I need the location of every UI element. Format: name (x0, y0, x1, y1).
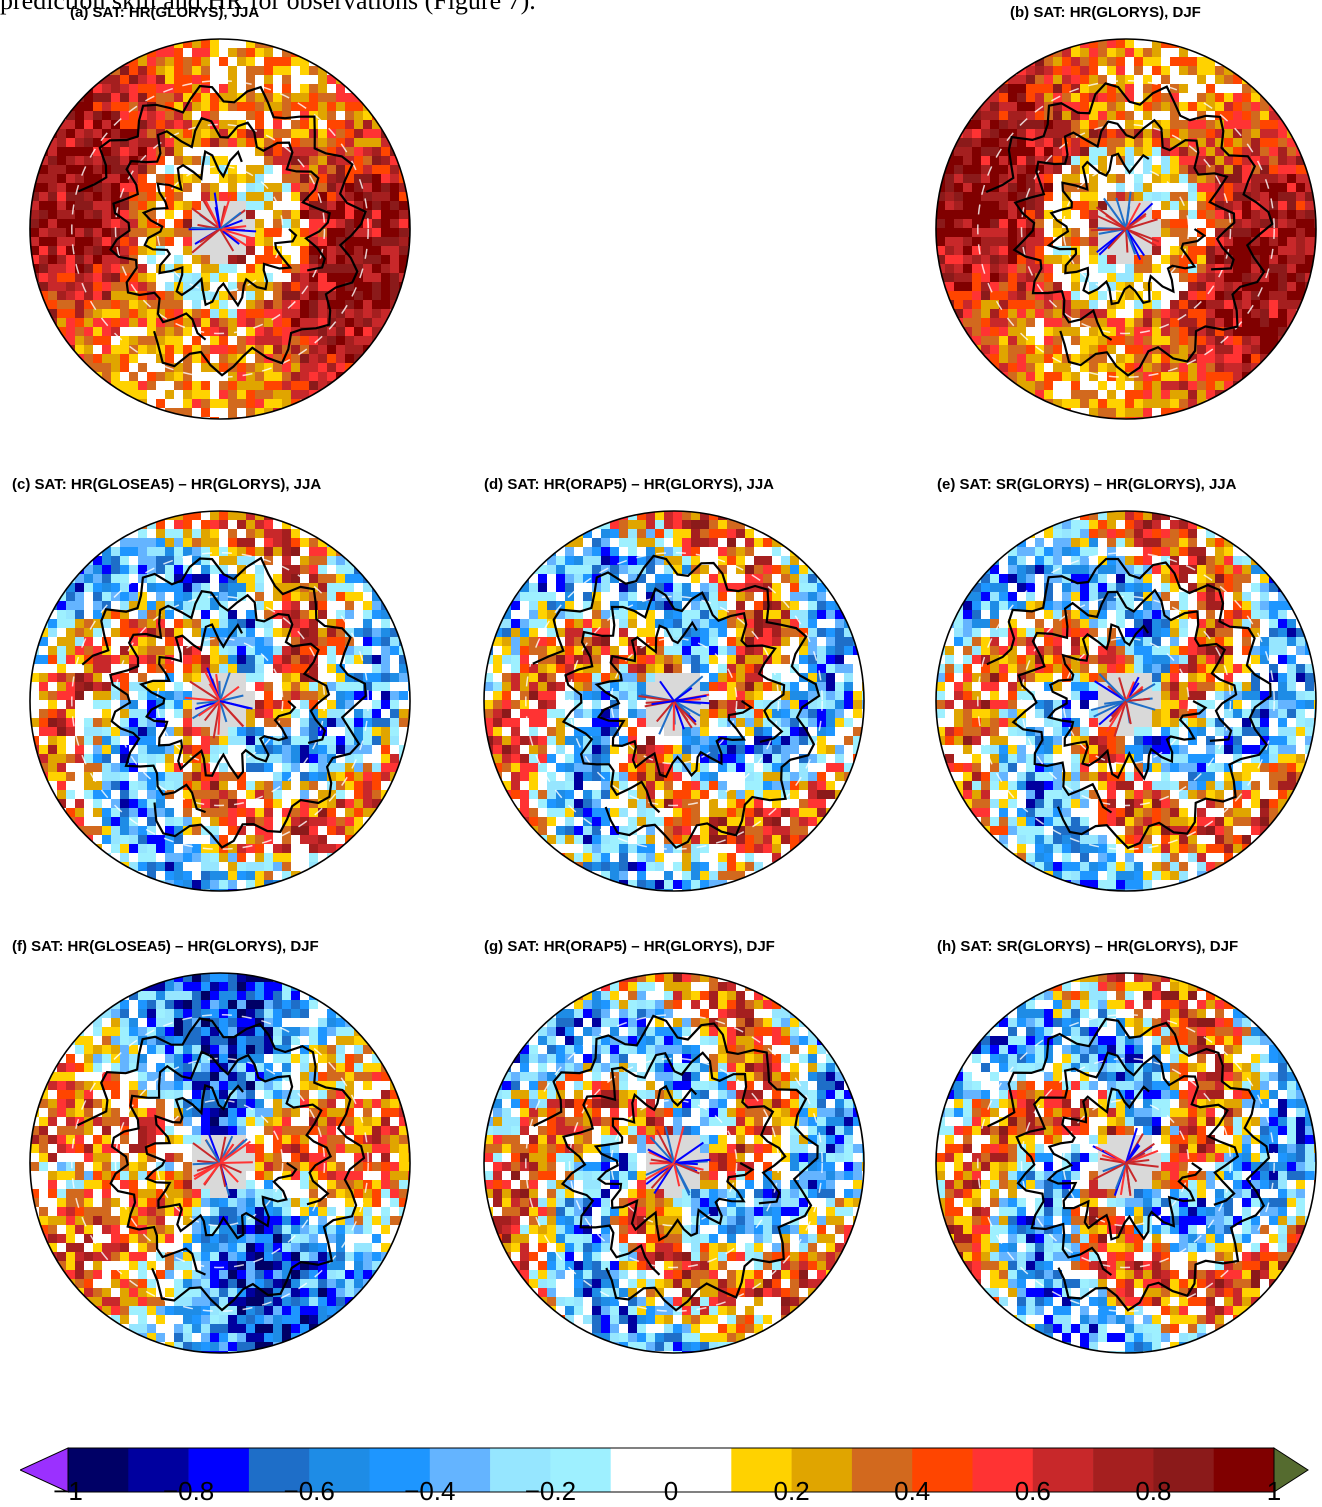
map-border (29, 510, 411, 892)
colorbar-swatch (912, 1448, 973, 1492)
panel-b-title: (b) SAT: HR(GLORYS), DJF (1010, 4, 1201, 21)
colorbar-swatch (128, 1448, 189, 1492)
map-border (483, 972, 865, 1354)
panel-a-map (29, 38, 411, 420)
panel-e-map (935, 510, 1317, 892)
page-top-text: prediction skill and HR for observations… (0, 0, 536, 15)
colorbar-swatch (429, 1448, 491, 1492)
colorbar-tick-label: 0 (663, 1476, 679, 1506)
panel-g-title: (g) SAT: HR(ORAP5) – HR(GLORYS), DJF (484, 938, 775, 955)
map-field (484, 973, 864, 1353)
map-border (935, 510, 1317, 892)
colorbar-swatch (248, 1448, 310, 1492)
map-field (936, 973, 1316, 1353)
colorbar-swatch (1213, 1448, 1275, 1492)
colorbar-swatch (1093, 1448, 1154, 1492)
colorbar-tick-label: 1 (1266, 1476, 1282, 1506)
colorbar-swatch (972, 1448, 1034, 1492)
colorbar-swatch (1032, 1448, 1094, 1492)
map-field (30, 973, 410, 1353)
colorbar-swatch (1153, 1448, 1214, 1492)
map-field (484, 511, 864, 891)
panel-b-map (935, 38, 1317, 420)
panel-h-map (935, 972, 1317, 1354)
colorbar-swatch (188, 1448, 250, 1492)
colorbar-swatch (369, 1448, 431, 1492)
colorbar-tick-label: −0.2 (524, 1476, 577, 1506)
panel-e-title: (e) SAT: SR(GLORYS) – HR(GLORYS), JJA (937, 476, 1237, 493)
map-border (483, 510, 865, 892)
colorbar-tick-label: 0.6 (1014, 1476, 1051, 1506)
colorbar-over-arrow (1273, 1447, 1309, 1493)
panel-h-title: (h) SAT: SR(GLORYS) – HR(GLORYS), DJF (937, 938, 1239, 955)
panel-f-title: (f) SAT: HR(GLOSEA5) – HR(GLORYS), DJF (12, 938, 319, 955)
colorbar-tick-label: −0.6 (283, 1476, 335, 1506)
panel-d-map (483, 510, 865, 892)
colorbar (20, 1447, 1309, 1493)
colorbar-swatch (68, 1448, 129, 1492)
colorbar-swatch (791, 1448, 853, 1492)
colorbar-tick-label: −0.4 (404, 1476, 456, 1506)
map-field (30, 39, 410, 419)
colorbar-swatch (309, 1448, 370, 1492)
map-field (30, 511, 410, 891)
colorbar-swatch (490, 1448, 551, 1492)
colorbar-tick-label: −1 (53, 1476, 83, 1506)
colorbar-swatch (610, 1448, 672, 1492)
colorbar-tick-label: 0.2 (773, 1476, 810, 1506)
map-field (936, 511, 1316, 891)
map-border (935, 972, 1317, 1354)
colorbar-swatch (550, 1448, 611, 1492)
panel-f-map (29, 972, 411, 1354)
colorbar-swatch (731, 1448, 792, 1492)
map-border (29, 38, 411, 420)
colorbar-tick-label: −0.8 (162, 1476, 215, 1506)
panel-c-map (29, 510, 411, 892)
colorbar-tick-label: 0.4 (894, 1476, 931, 1506)
panel-a-title: (a) SAT: HR(GLORYS), JJA (70, 4, 260, 21)
colorbar-tick-label: 0.8 (1135, 1476, 1172, 1506)
map-border (29, 972, 411, 1354)
map-border (935, 38, 1317, 420)
colorbar-swatch (851, 1448, 913, 1492)
colorbar-swatch (671, 1448, 732, 1492)
panel-g-map (483, 972, 865, 1354)
panel-d-title: (d) SAT: HR(ORAP5) – HR(GLORYS), JJA (484, 476, 775, 493)
map-field (936, 39, 1316, 419)
panel-c-title: (c) SAT: HR(GLOSEA5) – HR(GLORYS), JJA (12, 476, 322, 493)
